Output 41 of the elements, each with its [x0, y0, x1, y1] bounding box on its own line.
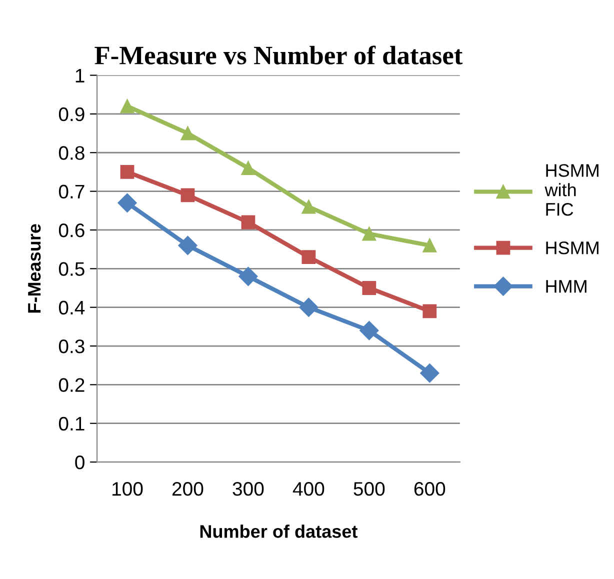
- y-tick-label: 0.4: [58, 300, 85, 315]
- point: [422, 238, 437, 252]
- point: [180, 126, 195, 140]
- legend-label: HSMM with FIC: [544, 164, 598, 216]
- point: [362, 226, 376, 241]
- point: [241, 161, 256, 176]
- x-tick-label: 400: [292, 482, 324, 496]
- point: [360, 321, 379, 340]
- point: [299, 298, 318, 317]
- x-tick-label: 500: [354, 482, 385, 496]
- y-tick-label: 1: [76, 68, 84, 82]
- point: [178, 236, 198, 255]
- x-tick-label: 300: [232, 482, 264, 496]
- x-tick-label: 100: [112, 482, 143, 496]
- y-tick-label: 0.2: [58, 378, 84, 392]
- point: [118, 193, 137, 212]
- y-tick-label: 0.6: [58, 223, 84, 238]
- point: [180, 188, 195, 202]
- x-tick-label: 200: [172, 482, 204, 496]
- point: [120, 165, 134, 179]
- point: [238, 266, 258, 286]
- y-tick-label: 0.5: [58, 262, 84, 276]
- chart-title: F-Measure vs Number of dataset: [94, 46, 463, 64]
- point: [302, 250, 316, 264]
- legend-label: HMM: [546, 280, 586, 293]
- x-tick-label: 600: [414, 482, 446, 496]
- y-tick-label: 0.7: [58, 184, 84, 199]
- point: [420, 364, 440, 383]
- y-tick-label: 0.1: [58, 416, 84, 431]
- legend-label: HSMM: [546, 241, 598, 254]
- point: [422, 304, 437, 318]
- point: [302, 200, 316, 214]
- y-tick-label: 0.9: [58, 107, 84, 122]
- point: [362, 281, 376, 295]
- y-tick-label: 0.8: [58, 146, 84, 160]
- point: [241, 215, 256, 230]
- y-tick-label: 0: [75, 456, 84, 470]
- y-tick-label: 0.3: [58, 339, 84, 354]
- point: [120, 99, 134, 114]
- x-axis-title: Number of dataset: [200, 524, 358, 538]
- y-axis-title: F-Measure: [28, 224, 41, 313]
